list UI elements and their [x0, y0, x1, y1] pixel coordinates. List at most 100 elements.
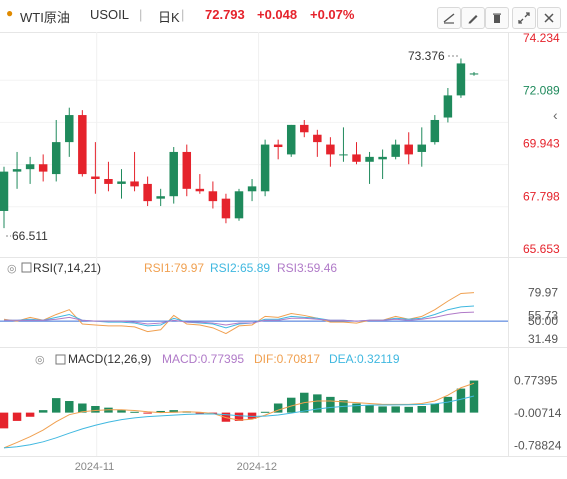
macd-histogram-bar[interactable]	[352, 403, 361, 413]
candle-body[interactable]	[12, 169, 22, 172]
macd-histogram-bar[interactable]	[169, 410, 178, 413]
macd-histogram-bar[interactable]	[469, 380, 479, 413]
macd-histogram-bar[interactable]	[130, 411, 139, 413]
macd-histogram-bar[interactable]	[273, 403, 283, 413]
macd-histogram-bar[interactable]	[25, 412, 35, 417]
macd-histogram-bar[interactable]	[430, 403, 440, 413]
rsi-title: RSI(7,14,21)	[33, 261, 101, 275]
candle-body[interactable]	[313, 134, 322, 143]
candle-body[interactable]	[326, 144, 335, 155]
drawing-line-icon	[443, 13, 455, 24]
macd-settings-icon[interactable]	[55, 354, 66, 365]
macd-histogram-bar[interactable]	[0, 412, 9, 429]
candle-body[interactable]	[169, 151, 178, 197]
candle-body[interactable]	[156, 196, 165, 199]
candle-body[interactable]	[78, 115, 87, 175]
candle-body[interactable]	[378, 156, 387, 160]
expand-icon	[518, 12, 530, 24]
rsi-series-line-1	[3, 292, 475, 335]
close-button[interactable]	[537, 7, 561, 29]
macd-histogram-bar[interactable]	[143, 412, 152, 414]
candle-body[interactable]	[365, 156, 374, 162]
symbol-code[interactable]: USOIL	[90, 7, 130, 22]
macd-histogram-bar[interactable]	[51, 398, 61, 413]
dea-label: DEA:0.32119	[329, 352, 400, 366]
rsi-axis-tick: 55.73	[528, 309, 558, 323]
price-axis-tick: 72.089	[523, 84, 560, 98]
rsi2-label: RSI2:65.89	[210, 261, 270, 275]
candle-body[interactable]	[65, 115, 74, 143]
candle-body[interactable]	[443, 95, 453, 118]
macd-histogram-bar[interactable]	[326, 396, 335, 413]
candle-body[interactable]	[143, 183, 152, 202]
macd-histogram-bar[interactable]	[247, 412, 257, 419]
candle-body[interactable]	[208, 191, 218, 202]
candle-body[interactable]	[273, 144, 283, 148]
header-divider: |	[139, 7, 143, 22]
macd-histogram-bar[interactable]	[417, 405, 427, 413]
macd-histogram-bar[interactable]	[78, 403, 87, 413]
candle-body[interactable]	[38, 164, 48, 172]
macd-histogram-bar[interactable]	[391, 406, 400, 413]
candle-body[interactable]	[51, 142, 61, 175]
macd-histogram-bar[interactable]	[156, 410, 165, 413]
candle-body[interactable]	[404, 144, 413, 155]
macd-histogram-bar[interactable]	[378, 406, 387, 413]
rsi1-label: RSI1:79.97	[144, 261, 204, 275]
candle-body[interactable]	[104, 178, 113, 184]
macd-eye-icon[interactable]: ◎	[35, 354, 45, 366]
macd-label: MACD:0.77395	[162, 352, 244, 366]
macd-histogram-bar[interactable]	[65, 401, 74, 413]
candle-body[interactable]	[91, 176, 100, 179]
candle-body[interactable]	[260, 144, 270, 192]
candle-body[interactable]	[247, 186, 257, 192]
macd-histogram-bar[interactable]	[195, 412, 205, 414]
macd-histogram-bar[interactable]	[365, 405, 374, 413]
candle-body[interactable]	[391, 144, 400, 157]
rsi3-label: RSI3:59.46	[277, 261, 337, 275]
price-change: +0.048	[257, 7, 298, 22]
rsi-series-line-2	[4, 305, 475, 329]
macd-histogram-bar[interactable]	[286, 397, 296, 413]
rsi-eye-icon[interactable]: ◎	[7, 263, 17, 275]
candle-body[interactable]	[0, 171, 9, 211]
pen-button[interactable]	[461, 7, 485, 29]
candle-body[interactable]	[469, 73, 479, 75]
candle-body[interactable]	[430, 119, 440, 143]
rsi-settings-icon[interactable]	[21, 262, 32, 273]
candle-body[interactable]	[234, 191, 244, 219]
macd-histogram-bar[interactable]	[443, 396, 453, 413]
period-selector[interactable]: 日K	[158, 10, 180, 25]
macd-histogram-bar[interactable]	[234, 412, 244, 421]
symbol-name[interactable]: WTI原油	[20, 10, 70, 25]
candle-body[interactable]	[286, 124, 296, 155]
x-axis-tick: 2024-11	[75, 461, 115, 473]
collapse-panel-icon[interactable]: ‹	[553, 107, 558, 123]
candle-body[interactable]	[25, 164, 35, 170]
macd-histogram-bar[interactable]	[91, 405, 100, 413]
macd-histogram-bar[interactable]	[117, 410, 126, 413]
candle-body[interactable]	[195, 188, 205, 192]
candle-body[interactable]	[339, 154, 348, 156]
candle-body[interactable]	[221, 198, 231, 219]
candle-body[interactable]	[182, 151, 192, 189]
candle-body[interactable]	[417, 144, 427, 152]
candle-body[interactable]	[352, 154, 361, 162]
candle-body[interactable]	[456, 63, 466, 96]
macd-histogram-bar[interactable]	[12, 412, 22, 421]
macd-histogram-bar[interactable]	[260, 411, 270, 413]
expand-button[interactable]	[512, 7, 536, 29]
candle-body[interactable]	[117, 181, 126, 184]
drawing-line-button[interactable]	[437, 7, 461, 29]
macd-histogram-bar[interactable]	[313, 394, 322, 413]
trash-button[interactable]	[485, 7, 509, 29]
candle-body[interactable]	[300, 124, 309, 133]
macd-histogram-bar[interactable]	[38, 410, 48, 413]
dif-line	[3, 382, 475, 449]
candle-body[interactable]	[130, 181, 139, 187]
price-axis-tick: 65.653	[523, 242, 560, 256]
macd-histogram-bar[interactable]	[404, 406, 413, 413]
macd-histogram-bar[interactable]	[456, 388, 466, 413]
